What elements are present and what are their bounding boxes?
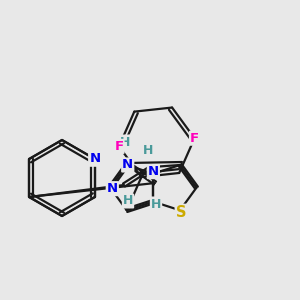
Text: H: H — [151, 197, 161, 211]
Text: H: H — [123, 194, 133, 208]
Text: N: N — [89, 152, 100, 166]
Text: N: N — [107, 182, 118, 195]
Text: F: F — [190, 132, 199, 145]
Text: S: S — [176, 205, 186, 220]
Text: H: H — [143, 145, 153, 158]
Text: F: F — [114, 140, 124, 153]
Text: H: H — [120, 136, 130, 148]
Text: N: N — [122, 158, 133, 172]
Text: N: N — [89, 152, 100, 166]
Text: N: N — [148, 165, 159, 178]
